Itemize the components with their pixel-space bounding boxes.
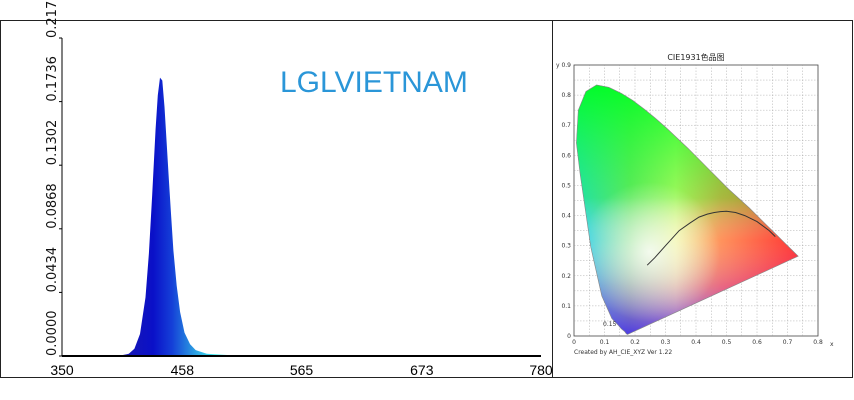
- spectrum-y-tick-label: 0.1302: [45, 120, 60, 166]
- cie-y-tick-label: 0.1: [561, 303, 571, 310]
- cie-x-tick-label: 0.7: [783, 339, 793, 346]
- cie-y-tick-label: 0.9: [561, 62, 571, 69]
- cie-x-ticks: 0 0.1 0.2 0.3 0.4 0.5 0.6 0.7 0.8: [572, 339, 823, 346]
- cie-x-tick-label: 0.6: [752, 339, 762, 346]
- cie-spectral-locus: [576, 84, 799, 335]
- spectrum-x-tick-label: 458: [171, 362, 195, 378]
- cie-y-tick-label: 0.6: [561, 152, 571, 159]
- spectrum-x-tick-label: 780: [529, 362, 553, 378]
- spectrum-y-ticks: 0.0000 0.0434 0.0868 0.1302 0.1736 0.2170: [45, 0, 62, 357]
- spectrum-y-tick-label: 0.0000: [45, 311, 60, 357]
- cie-x-tick-label: 0.4: [691, 339, 701, 346]
- cie-y-label: y: [556, 62, 560, 69]
- spectrum-panel-frame: [0, 20, 553, 378]
- cie-credit: Created by AH_CIE_XYZ Ver 1.22: [574, 349, 672, 356]
- cie-y-tick-label: 0.7: [561, 122, 571, 129]
- spectrum-x-tick-label: 565: [290, 362, 314, 378]
- cie-y-tick-label: 0.4: [561, 213, 571, 220]
- cie-y-ticks: 0 0.1 0.2 0.3 0.4 0.5 0.6 0.7 0.8 0.9: [561, 62, 571, 340]
- spectrum-area: [117, 77, 341, 356]
- cie-x-tick-label: 0.8: [813, 339, 823, 346]
- cie-title: CIE1931色品图: [667, 52, 724, 62]
- cie-chart: CIE1931色品图 y x 0 0.1 0.2 0.3 0.4 0.5 0.6 0.7 0.8…: [556, 52, 834, 356]
- cie-y-tick-label: 0.2: [561, 273, 571, 280]
- cie-x-tick-label: 0.2: [630, 339, 640, 346]
- spectrum-x-ticks: 350 458 565 673 780: [50, 362, 553, 378]
- cie-point-label: 0.15: [603, 321, 617, 328]
- cie-y-tick-label: 0.3: [561, 243, 571, 250]
- spectrum-x-tick-label: 350: [50, 362, 74, 378]
- cie-x-label: x: [830, 341, 834, 348]
- spectrum-y-tick-label: 0.1736: [45, 56, 60, 102]
- spectrum-chart: 350 458 565 673 780 0.0000 0.0434 0.0868 0.1302…: [45, 0, 553, 378]
- cie-x-tick-label: 0.5: [722, 339, 732, 346]
- cie-planckian-locus: [646, 210, 776, 266]
- spectrum-y-tick-label: 0.2170: [45, 0, 60, 38]
- spectrum-y-tick-label: 0.0868: [45, 183, 60, 229]
- cie-y-tick-label: 0: [567, 333, 571, 340]
- watermark-text: LGLVIETNAM: [280, 66, 468, 99]
- cie-x-tick-label: 0: [572, 339, 576, 346]
- cie-x-tick-label: 0.1: [600, 339, 610, 346]
- spectrum-y-tick-label: 0.0434: [45, 247, 60, 293]
- cie-x-tick-label: 0.3: [661, 339, 671, 346]
- cie-y-tick-label: 0.5: [561, 182, 571, 189]
- cie-y-tick-label: 0.8: [561, 92, 571, 99]
- spectrum-x-tick-label: 673: [410, 362, 434, 378]
